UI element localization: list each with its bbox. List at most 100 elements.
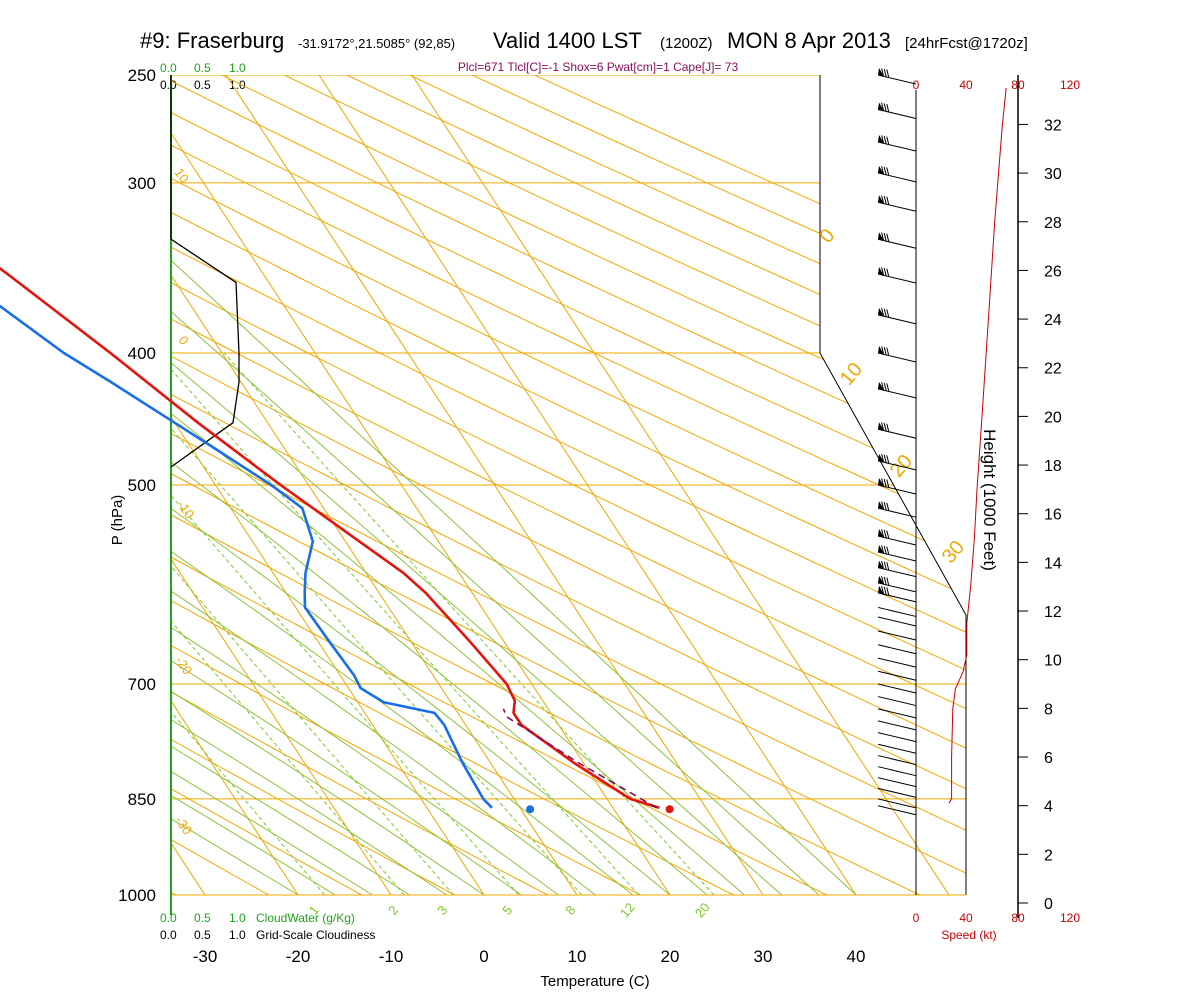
wind-barb-staff: [877, 766, 917, 777]
wind-barb-feather: [886, 136, 890, 145]
height-axis-label: Height (1000 Feet): [980, 429, 999, 571]
bottom-speed-tick: 120: [1060, 911, 1080, 925]
wind-barb-feather: [883, 166, 887, 175]
temperature-tick-label: -10: [379, 947, 404, 966]
moist-adiabat-line: [170, 75, 745, 895]
wind-barb-feather: [881, 576, 885, 585]
moist-adiabat-line: [170, 75, 448, 895]
wind-barb: [877, 165, 917, 183]
moist-adiabat-line: [170, 75, 671, 895]
height-tick-label: 32: [1044, 117, 1062, 134]
dry-adiabat-line: [170, 75, 966, 895]
dry-adiabat-line: [170, 75, 966, 895]
wind-barb-pennant: [878, 102, 884, 111]
wind-barb-pennant: [878, 346, 884, 355]
height-tick-label: 0: [1044, 896, 1053, 913]
wind-barb-feather: [881, 529, 885, 538]
wind-barb: [877, 422, 917, 439]
wind-barb: [877, 805, 917, 816]
dry-adiabat-line: [221, 75, 966, 895]
wind-barb-feather: [883, 576, 887, 585]
bottom-speed-tick: 0: [913, 911, 920, 925]
bottom-cloudiness-scale: 0.0 0.5 1.0 Grid-Scale Cloudiness: [160, 928, 375, 942]
moist-adiabat-line: [170, 75, 782, 895]
speed-axis-label: Speed (kt): [941, 928, 996, 942]
top-speed-tick: 0: [913, 78, 920, 92]
moist-adiabat-line: [170, 75, 336, 895]
height-tick-label: 14: [1044, 555, 1062, 572]
wind-barb-pennant: [878, 165, 884, 175]
wind-barb-feather: [881, 308, 885, 317]
top-cl-tick: 0.0: [160, 78, 177, 92]
wind-barb-staff: [877, 616, 917, 627]
wind-barb-feather: [883, 545, 887, 555]
wind-barb-pennant: [878, 585, 884, 595]
wind-barb-feather: [883, 346, 887, 356]
mixing-ratio-label: 2: [385, 903, 401, 918]
surface-temperature-point: [665, 805, 674, 814]
wind-barb-feather: [883, 382, 887, 391]
wind-barb: [877, 545, 917, 562]
y-axis-label: P (hPa): [109, 495, 126, 546]
wind-barb-feather: [881, 422, 885, 431]
bottom-cl-label: Grid-Scale Cloudiness: [256, 928, 375, 942]
mixing-ratio-line: [170, 352, 519, 895]
wind-barb: [877, 307, 917, 325]
bottom-cw-tick: 1.0: [229, 911, 246, 925]
wind-barb-feather: [886, 347, 890, 356]
wind-barb-feather: [883, 68, 887, 78]
surface-dewpoint-point: [526, 805, 535, 814]
isotherm-line: [170, 75, 671, 895]
wind-barb: [877, 585, 917, 603]
top-speed-tick: 40: [959, 78, 973, 92]
wind-barb-feather: [886, 587, 890, 596]
dry-adiabat-line: [170, 75, 827, 895]
wind-barb-feather: [883, 454, 887, 463]
wind-barb-staff: [877, 388, 917, 399]
height-tick-label: 26: [1044, 263, 1062, 280]
title-coords: -31.9172°,21.5085° (92,85): [298, 36, 455, 51]
title-utc: (1200Z): [660, 35, 713, 52]
wind-barb: [877, 616, 917, 627]
wind-barb-staff: [877, 582, 917, 593]
wind-speed-profile-line: [948, 87, 1007, 804]
dry-adiabat-line: [170, 75, 966, 895]
height-tick-label: 10: [1044, 653, 1062, 670]
wind-barb: [877, 232, 917, 249]
wind-barb: [877, 501, 917, 518]
height-tick-label: 18: [1044, 458, 1062, 475]
wind-barb-staff: [877, 592, 917, 603]
wind-barb-pennant: [878, 528, 884, 538]
wind-barb-staff: [877, 743, 917, 754]
pressure-tick-label: 250: [128, 66, 156, 85]
wind-barb-feather: [886, 383, 890, 392]
x-axis-label: Temperature (C): [540, 973, 649, 990]
isotherm-line: [225, 75, 764, 895]
wind-barb-feather: [886, 455, 890, 464]
bottom-cloudwater-scale: 0.0 0.5 1.0 CloudWater (g/Kg): [160, 911, 355, 925]
bottom-cl-tick: 1.0: [229, 928, 246, 942]
wind-barb: [877, 708, 917, 719]
wind-barb-pennant: [878, 560, 884, 570]
wind-barb-pennant: [878, 501, 884, 510]
wind-barb-pennant: [878, 453, 884, 463]
isotherm-line: [170, 75, 299, 895]
wind-barb: [877, 720, 917, 731]
wind-barb: [877, 777, 917, 788]
pressure-tick-label: 300: [128, 174, 156, 193]
dry-adiabat-line: [170, 75, 920, 895]
dewpoint-profile-line: [0, 304, 493, 809]
bottom-cw-label: CloudWater (g/Kg): [256, 911, 355, 925]
wind-barb-staff: [877, 352, 917, 363]
temperature-tick-label: -20: [286, 947, 311, 966]
isotherm-line: [170, 75, 485, 895]
dry-adiabat-line: [284, 75, 966, 895]
dry-adiabat-line: [170, 75, 362, 895]
moist-adiabat-line: [170, 75, 708, 895]
height-tick-label: 30: [1044, 166, 1062, 183]
wind-barb-staff: [877, 314, 917, 325]
wind-barb-pennant: [878, 545, 884, 554]
wind-barb: [877, 696, 917, 707]
moist-adiabat-line: [170, 75, 596, 895]
bottom-cl-tick: 0.5: [194, 928, 211, 942]
